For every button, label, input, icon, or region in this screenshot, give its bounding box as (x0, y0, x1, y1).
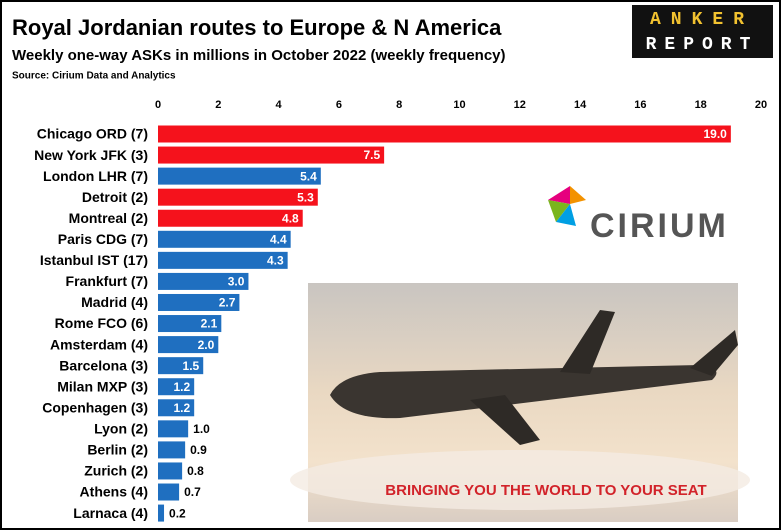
bar (158, 420, 189, 438)
plane-wing (560, 310, 615, 374)
subtitle: Weekly one-way ASKs in millions in Octob… (12, 47, 506, 64)
bar (158, 167, 321, 185)
value-label: 0.2 (169, 506, 186, 520)
bar (158, 504, 165, 522)
value-label: 5.3 (297, 190, 314, 204)
bar (158, 378, 195, 396)
cirium-logo: CIRIUM (548, 186, 729, 245)
value-label: 2.0 (198, 338, 215, 352)
x-tick-label: 16 (634, 99, 646, 111)
value-label: 4.4 (270, 232, 287, 246)
source: Source: Cirium Data and Analytics (12, 71, 176, 82)
bar (158, 399, 195, 417)
y-tick-label: Milan MXP (3) (57, 378, 148, 394)
y-tick-label: Berlin (2) (87, 442, 148, 458)
y-tick-label: Montreal (2) (69, 210, 148, 226)
value-label: 7.5 (363, 148, 380, 162)
y-tick-label: Copenhagen (3) (42, 399, 148, 415)
y-tick-label: London LHR (7) (43, 168, 148, 184)
value-label: 1.2 (173, 401, 190, 415)
x-tick-label: 20 (755, 99, 767, 111)
bar (158, 272, 249, 290)
plane-wing (470, 395, 540, 445)
value-label: 1.5 (183, 359, 200, 373)
y-tick-label: Detroit (2) (82, 189, 148, 205)
x-tick-label: 0 (155, 99, 161, 111)
y-tick-label: Barcelona (3) (59, 357, 148, 373)
photo: BRINGING YOU THE WORLD TO YOUR SEAT (290, 283, 750, 522)
y-tick-label: Larnaca (4) (73, 505, 148, 521)
logo-text: CIRIUM (590, 207, 729, 245)
bar (158, 336, 219, 354)
value-label: 1.0 (193, 422, 210, 436)
value-label: 0.8 (187, 464, 204, 478)
bar (158, 188, 318, 206)
bar (158, 483, 180, 501)
bar (158, 209, 303, 227)
value-label: 0.9 (190, 443, 207, 457)
y-tick-label: Lyon (2) (94, 421, 148, 437)
bar (158, 293, 240, 311)
value-label: 4.8 (282, 211, 299, 225)
value-label: 19.0 (703, 127, 727, 141)
value-label: 2.1 (201, 317, 218, 331)
x-tick-label: 10 (453, 99, 465, 111)
y-tick-label: Frankfurt (7) (66, 273, 148, 289)
value-label: 0.7 (184, 485, 201, 499)
value-label: 1.2 (173, 380, 190, 394)
chart-title: Royal Jordanian routes to Europe & N Ame… (12, 15, 502, 40)
x-tick-label: 2 (215, 99, 221, 111)
plane-tail (690, 330, 738, 376)
bar (158, 462, 183, 480)
y-tick-label: New York JFK (3) (34, 147, 148, 163)
y-tick-label: Istanbul IST (17) (40, 252, 148, 268)
x-tick-label: 18 (695, 99, 707, 111)
slogan: BRINGING YOU THE WORLD TO YOUR SEAT (385, 482, 706, 499)
bar (158, 251, 288, 269)
logo-shape (556, 204, 576, 226)
bar (158, 441, 186, 459)
logo-text: ANKER (650, 10, 754, 30)
y-tick-label: Zurich (2) (84, 463, 148, 479)
value-label: 2.7 (219, 296, 236, 310)
logo-shape (570, 186, 586, 204)
x-tick-label: 6 (336, 99, 342, 111)
bar (158, 125, 731, 143)
cloud (290, 450, 750, 510)
y-tick-label: Paris CDG (7) (58, 231, 148, 247)
y-tick-label: Athens (4) (80, 484, 148, 500)
anker-logo: ANKER REPORT (632, 5, 773, 58)
logo-bg (632, 5, 773, 58)
x-tick-label: 12 (514, 99, 526, 111)
y-tick-label: Chicago ORD (7) (37, 126, 148, 142)
x-tick-label: 14 (574, 99, 587, 111)
bar (158, 315, 222, 333)
logo-shape (548, 186, 570, 204)
plane-body (330, 365, 717, 419)
bar (158, 146, 385, 164)
bar (158, 357, 204, 375)
x-tick-label: 4 (276, 99, 283, 111)
y-tick-label: Madrid (4) (81, 294, 148, 310)
bar (158, 230, 291, 248)
logo-shape (548, 200, 570, 222)
value-label: 4.3 (267, 254, 284, 268)
y-tick-label: Amsterdam (4) (50, 336, 148, 352)
value-label: 3.0 (228, 275, 245, 289)
logo-text: REPORT (646, 35, 759, 55)
value-label: 5.4 (300, 169, 317, 183)
y-tick-label: Rome FCO (6) (55, 315, 148, 331)
x-tick-label: 8 (396, 99, 402, 111)
